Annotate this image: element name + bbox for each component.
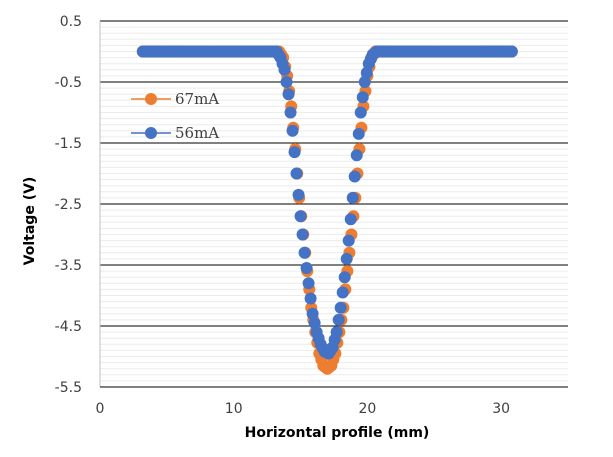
- data-point: [334, 301, 347, 314]
- data-point: [294, 210, 307, 223]
- legend-item: 56mA: [131, 124, 219, 142]
- grid-lines: [100, 20, 568, 388]
- data-point: [350, 149, 363, 162]
- data-point: [332, 313, 345, 326]
- y-tick-label: -5.5: [55, 380, 82, 396]
- data-point: [336, 286, 349, 299]
- data-point: [338, 271, 351, 284]
- y-tick-label: -0.5: [55, 75, 82, 91]
- y-tick-label: 0.5: [60, 14, 82, 30]
- data-point: [348, 170, 361, 183]
- axes: [99, 21, 568, 388]
- y-tick-label: -2.5: [55, 197, 82, 213]
- data-point: [300, 262, 313, 275]
- x-tick-label: 30: [492, 401, 510, 417]
- data-point: [304, 292, 317, 305]
- tick-labels: 0.5 -0.5 -1.5 -2.5 -3.5 -4.5 -5.5 0 10 20 30: [55, 14, 510, 417]
- data-point: [288, 146, 301, 159]
- data-point: [280, 76, 293, 88]
- data-point: [306, 307, 319, 320]
- y-tick-label: -4.5: [55, 319, 82, 335]
- data-point: [342, 234, 355, 247]
- legend: 67mA 56mA: [131, 90, 219, 142]
- data-point: [284, 106, 297, 119]
- data-point: [302, 277, 315, 290]
- data-point: [354, 106, 367, 119]
- data-point: [344, 213, 357, 226]
- data-point: [296, 228, 309, 241]
- data-point: [292, 188, 305, 201]
- data-point: [505, 45, 518, 58]
- data-point: [356, 91, 369, 104]
- data-point: [340, 252, 353, 265]
- x-tick-label: 20: [359, 401, 377, 417]
- data-point: [282, 88, 295, 101]
- y-tick-label: -1.5: [55, 136, 82, 152]
- legend-marker: [145, 93, 157, 105]
- legend-label: 56mA: [175, 124, 219, 142]
- data-point: [358, 76, 371, 88]
- legend-marker: [145, 127, 157, 139]
- data-point: [346, 191, 359, 204]
- legend-item: 67mA: [131, 90, 219, 108]
- y-tick-label: -3.5: [55, 258, 82, 274]
- legend-label: 67mA: [175, 90, 219, 108]
- data-point: [290, 167, 303, 180]
- x-tick-label: 0: [96, 401, 105, 417]
- y-axis-title: Voltage (V): [22, 177, 38, 266]
- data-point: [360, 66, 373, 79]
- data-point: [278, 63, 291, 76]
- x-tick-label: 10: [225, 401, 243, 417]
- data-point: [286, 124, 299, 137]
- data-point: [298, 246, 311, 259]
- data-point: [330, 326, 343, 339]
- data-point: [352, 127, 365, 140]
- x-axis-title: Horizontal profile (mm): [245, 425, 430, 441]
- data-point: [308, 316, 321, 329]
- series-56mA: [136, 45, 518, 360]
- data-series: [136, 45, 518, 375]
